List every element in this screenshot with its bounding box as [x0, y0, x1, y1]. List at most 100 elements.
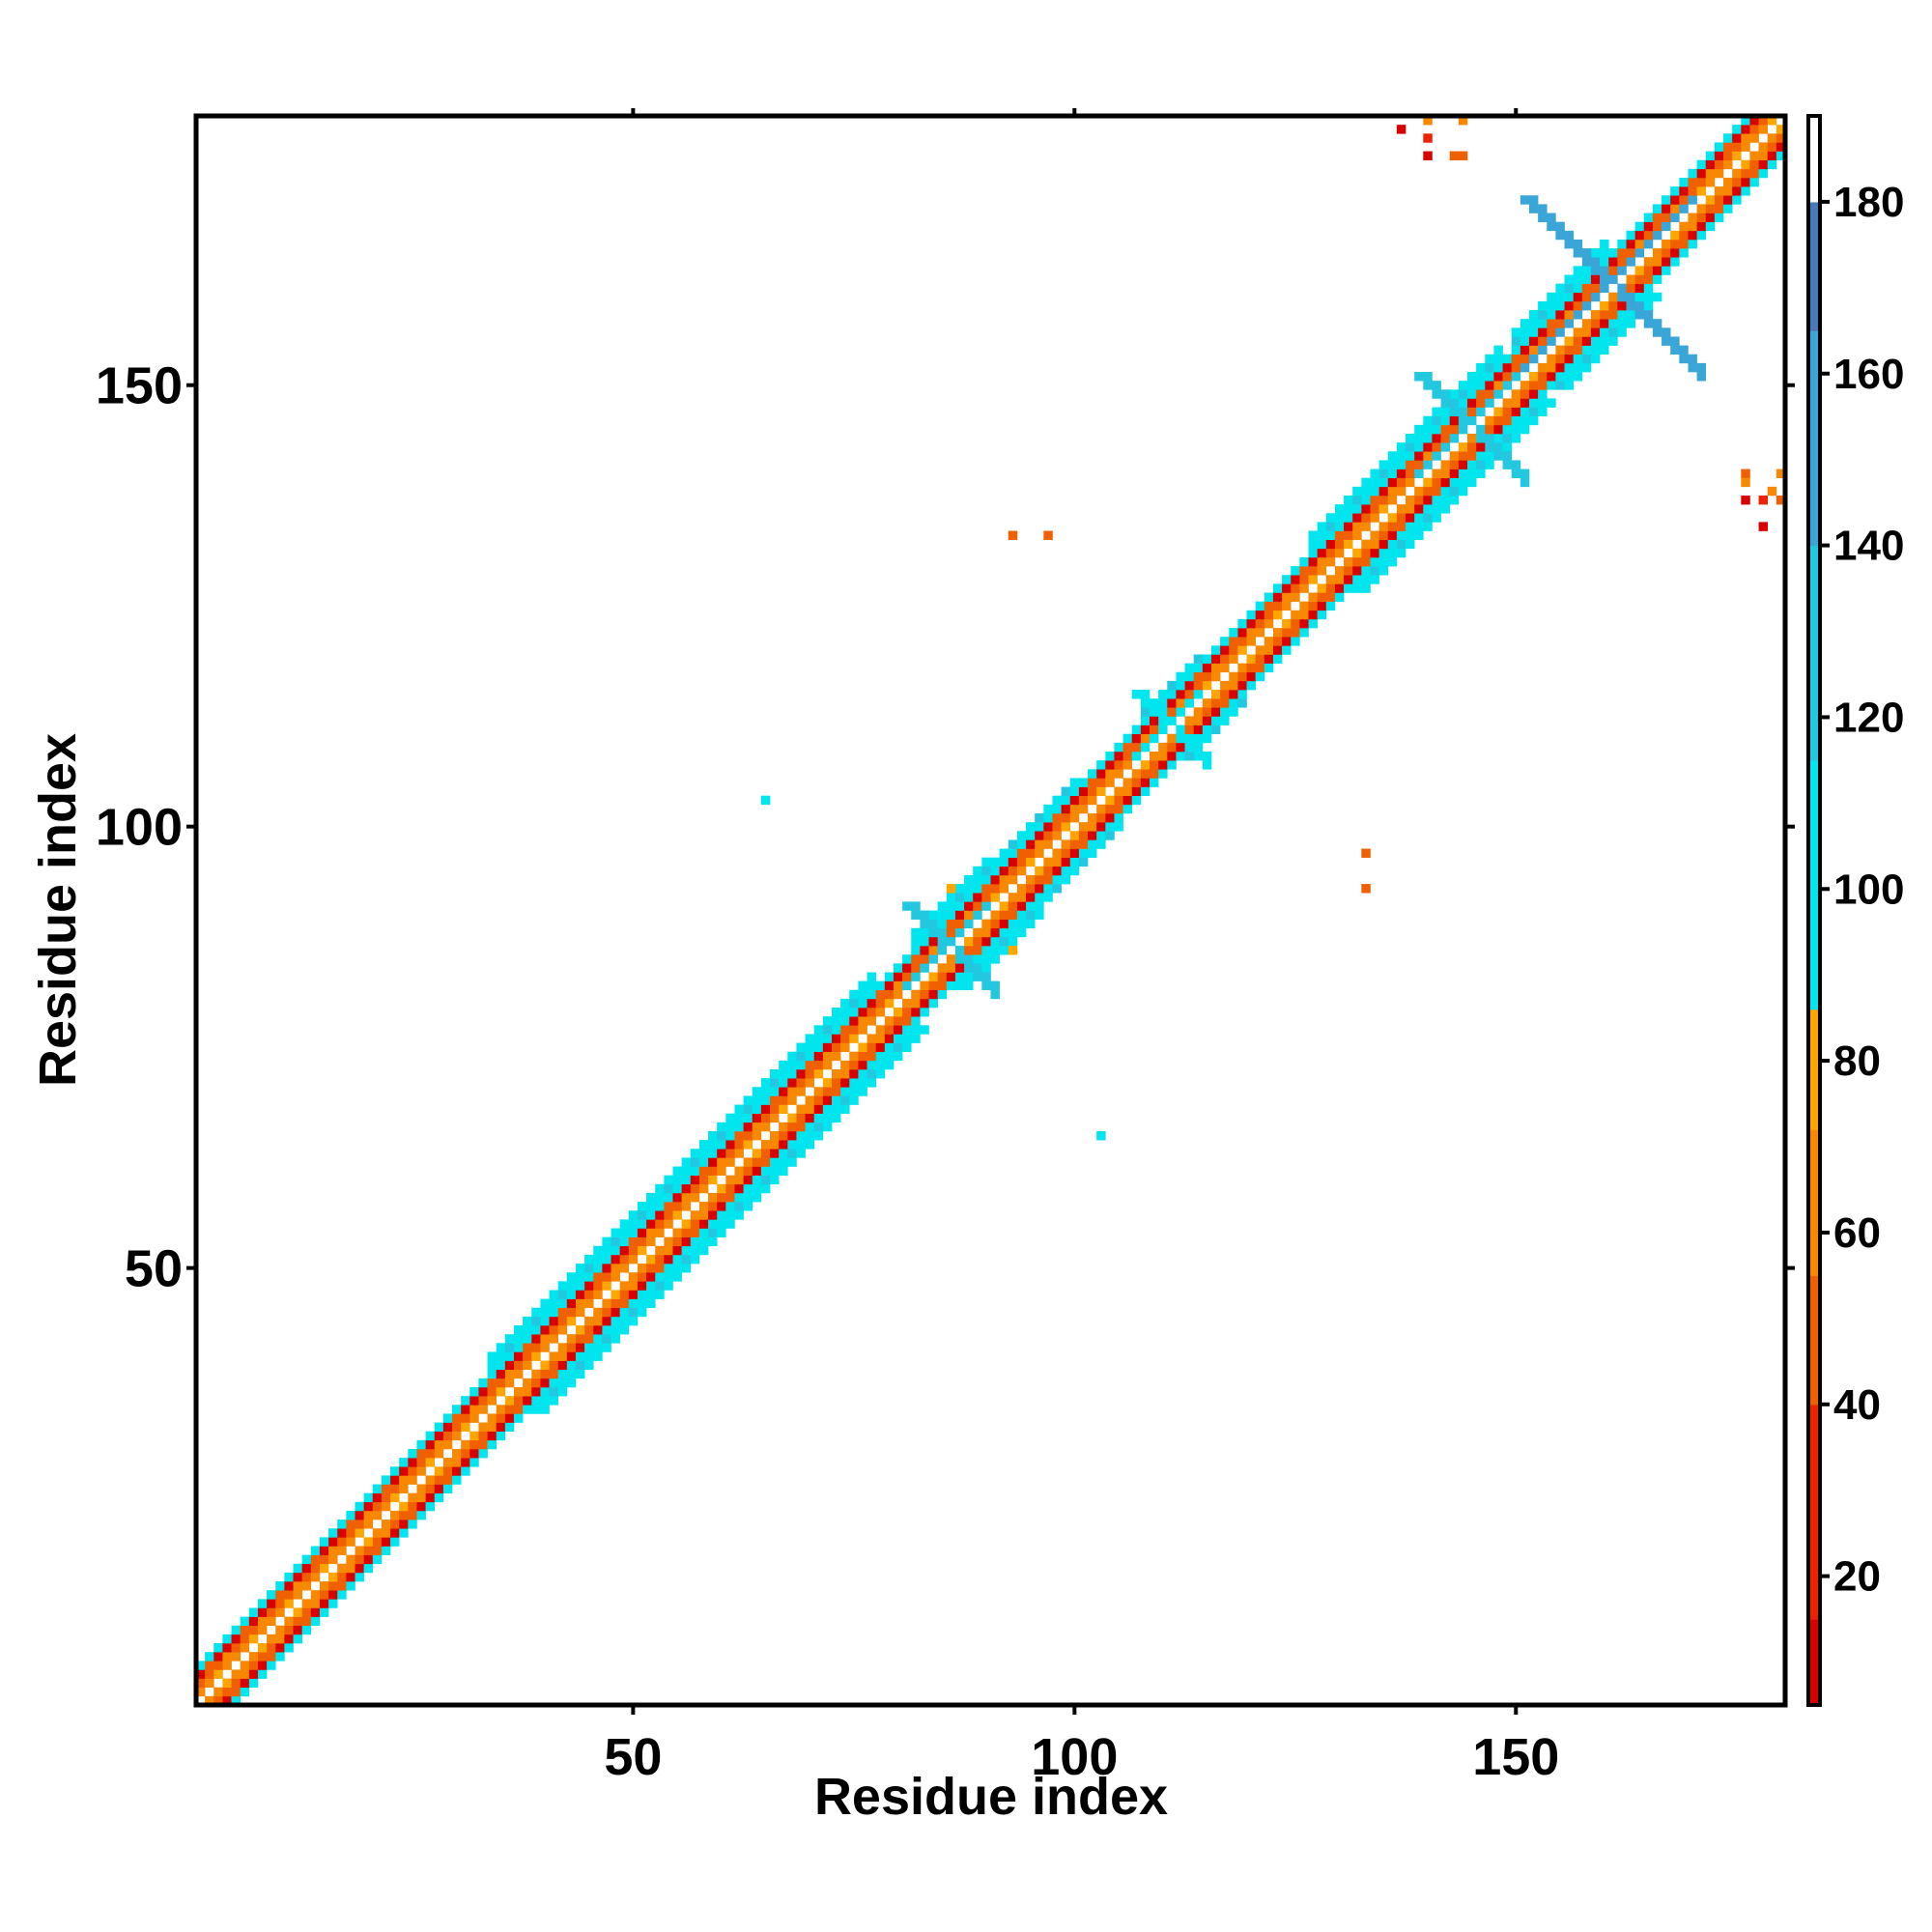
contact-cell: [1361, 495, 1371, 505]
contact-cell: [1026, 822, 1036, 832]
contact-cell: [805, 1051, 815, 1062]
contact-cell: [893, 1016, 903, 1026]
contact-cell: [964, 901, 974, 911]
contact-cell: [1564, 300, 1574, 311]
contact-cell: [487, 1413, 497, 1423]
contact-cell: [1423, 504, 1433, 514]
contact-cell: [840, 998, 850, 1009]
contact-cell: [1485, 424, 1494, 435]
contact-cell: [1670, 239, 1680, 249]
contact-cell: [1016, 893, 1027, 902]
contact-cell: [698, 1140, 709, 1150]
contact-cell: [1299, 628, 1309, 638]
contact-cell: [1608, 327, 1618, 337]
colorbar-band: [1808, 116, 1820, 203]
contact-cell: [1264, 654, 1274, 664]
contact-cell: [1308, 592, 1318, 602]
contact-cell: [1493, 372, 1503, 382]
contact-cell: [1458, 451, 1468, 461]
contact-cell: [1555, 230, 1565, 241]
contact-cell: [1581, 362, 1592, 373]
contact-cell: [213, 1643, 223, 1653]
contact-cell: [1679, 248, 1689, 258]
contact-cell: [557, 1290, 568, 1299]
contact-cell: [1140, 690, 1151, 699]
contact-cell: [725, 1192, 735, 1203]
contact-cell: [540, 1369, 550, 1379]
contact-cell: [1741, 477, 1750, 488]
contact-cell: [1026, 874, 1036, 885]
contact-cell: [372, 1484, 383, 1493]
contact-cell: [937, 963, 948, 973]
contact-cell: [1370, 539, 1379, 550]
contact-cell: [964, 972, 974, 981]
colorbar-band: [1808, 759, 1820, 1010]
contact-cell: [257, 1669, 268, 1679]
contact-cell: [1590, 336, 1601, 346]
contact-cell: [1210, 698, 1221, 708]
contact-cell: [893, 1025, 903, 1035]
contact-cell: [523, 1325, 532, 1335]
contact-cell: [248, 1616, 259, 1627]
contact-cell: [1617, 266, 1627, 275]
contact-cell: [1555, 292, 1565, 302]
contact-cell: [1634, 230, 1645, 241]
contact-cell: [1449, 486, 1460, 497]
contact-cell: [698, 1219, 709, 1229]
contact-cell: [566, 1360, 577, 1371]
contact-cell: [1220, 637, 1230, 646]
contact-cell: [1555, 381, 1565, 390]
contact-cell: [301, 1554, 312, 1565]
contact-cell: [954, 963, 965, 973]
contact-cell: [1432, 477, 1441, 488]
contact-cell: [346, 1581, 355, 1591]
contact-cell: [1299, 610, 1309, 620]
contact-cell: [1272, 583, 1283, 593]
contact-cell: [1573, 239, 1583, 249]
contact-cell: [681, 1228, 692, 1237]
contact-cell: [1670, 257, 1680, 267]
contact-cell: [1458, 116, 1468, 126]
contact-cell: [1458, 389, 1468, 399]
contact-cell: [1272, 601, 1283, 611]
contact-cell: [602, 1307, 611, 1318]
contact-cell: [1176, 742, 1185, 753]
contact-cell: [805, 1069, 815, 1079]
contact-cell: [752, 1113, 762, 1123]
contact-cell: [743, 1183, 753, 1194]
contact-cell: [504, 1351, 515, 1361]
y-axis-label: Residue index: [29, 733, 87, 1087]
contact-cell: [690, 1157, 700, 1167]
contact-cell: [1334, 575, 1345, 584]
contact-cell: [1202, 671, 1212, 682]
contact-cell: [664, 1272, 673, 1282]
contact-cell: [531, 1396, 541, 1406]
contact-cell: [469, 1413, 479, 1423]
contact-cell: [1705, 213, 1716, 222]
contact-cell: [690, 1236, 700, 1247]
contact-cell: [1096, 760, 1106, 770]
contact-cell: [1299, 601, 1309, 611]
contact-cell: [1406, 495, 1415, 505]
contact-cell: [434, 1466, 444, 1476]
contact-cell: [275, 1643, 285, 1653]
contact-cell: [1696, 204, 1707, 213]
contact-cell: [1476, 398, 1486, 408]
contact-cell: [1122, 786, 1133, 796]
contact-cell: [646, 1290, 656, 1299]
contact-cell: [1714, 213, 1724, 222]
contact-cell: [813, 1104, 824, 1114]
contact-cell: [1069, 857, 1080, 867]
contact-cell: [1626, 239, 1635, 249]
contact-cell: [1723, 151, 1733, 160]
contact-cell: [1643, 221, 1654, 232]
contact-cell: [1229, 645, 1238, 655]
contact-cell: [540, 1298, 550, 1309]
contact-cell: [1502, 372, 1512, 382]
contact-cell: [1662, 195, 1671, 205]
contact-cell: [1432, 424, 1441, 435]
contact-cell: [1776, 469, 1786, 478]
contact-cell: [779, 1104, 788, 1114]
contact-cell: [1220, 698, 1230, 708]
contact-cell: [1334, 548, 1345, 558]
